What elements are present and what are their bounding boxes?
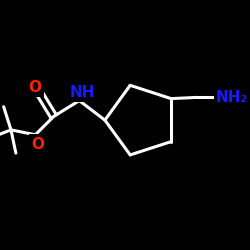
Text: NH₂: NH₂: [216, 90, 248, 105]
Text: O: O: [28, 80, 42, 95]
Text: NH: NH: [70, 85, 95, 100]
Text: O: O: [31, 136, 44, 152]
